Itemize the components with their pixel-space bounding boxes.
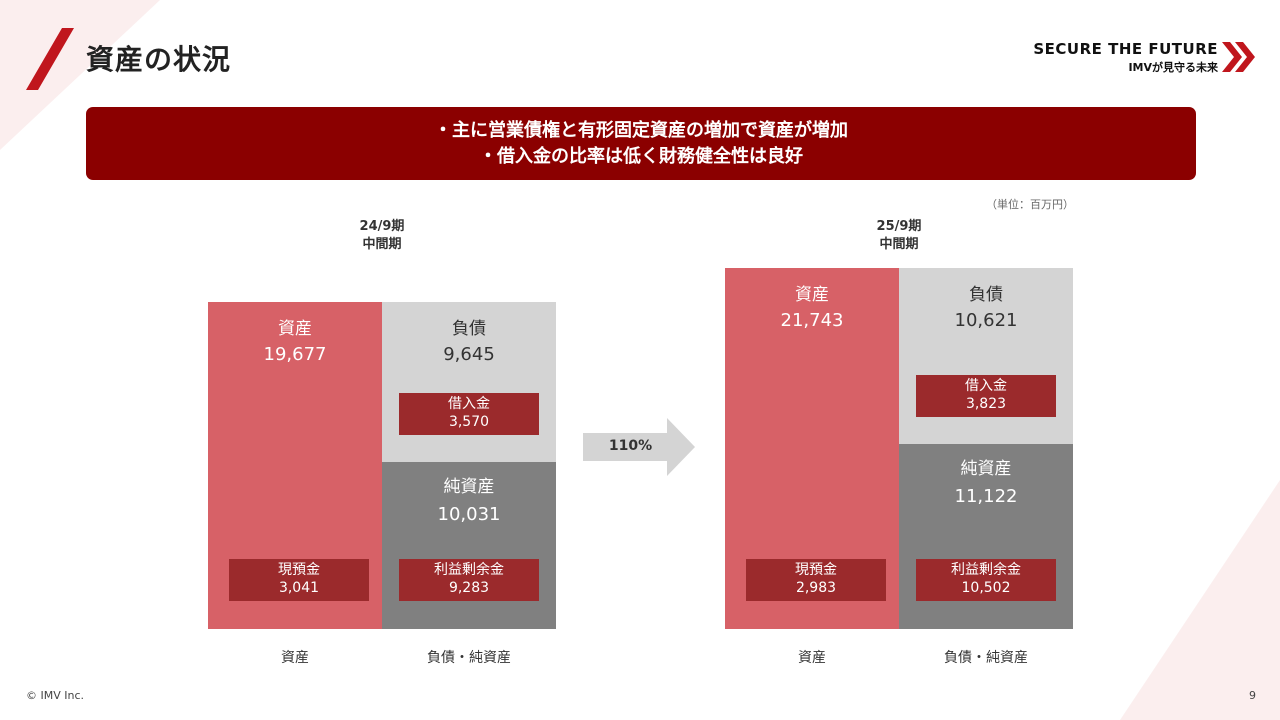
corner-decoration-bottom-right — [1120, 480, 1280, 720]
retained-earnings-box: 利益剰余金 9,283 — [399, 559, 539, 601]
cash-name: 現預金 — [795, 562, 837, 578]
net-assets-name: 純資産 — [960, 459, 1012, 480]
period-label-line-2: 中間期 — [879, 237, 919, 252]
borrowings-value: 3,570 — [448, 414, 490, 431]
period-label-line-1: 25/9期 — [876, 219, 922, 234]
x-axis-label: 負債・純資産 — [427, 650, 511, 666]
title-slash-icon — [26, 28, 74, 90]
net-assets-bar: 純資産 10,031 — [382, 462, 556, 629]
corner-decoration-top-left — [0, 0, 160, 150]
banner-line-1: ・主に営業債権と有形固定資産の増加で資産が増加 — [434, 120, 848, 141]
assets-value: 19,677 — [263, 344, 327, 365]
cash-name: 現預金 — [278, 562, 320, 578]
borrowings-name: 借入金 — [448, 396, 490, 413]
retained-earnings-name: 利益剰余金 — [951, 562, 1021, 578]
retained-earnings-value: 9,283 — [448, 580, 490, 596]
borrowings-name: 借入金 — [965, 378, 1007, 395]
double-chevron-icon — [1222, 42, 1255, 72]
borrowings-box: 借入金 3,823 — [916, 375, 1056, 418]
period-label: 25/9期中間期 — [725, 218, 1073, 254]
copyright: © IMV Inc. — [26, 689, 85, 702]
cash-value: 2,983 — [795, 580, 837, 596]
liabilities-value: 10,621 — [954, 309, 1018, 331]
cash-box: 現預金 2,983 — [746, 559, 886, 601]
liabilities-bar: 負債 9,645 — [382, 302, 556, 463]
brand-slogan: SECURE THE FUTURE — [1033, 40, 1218, 58]
retained-earnings-value: 10,502 — [961, 580, 1011, 596]
liabilities-bar: 負債 10,621 — [899, 267, 1073, 445]
borrowings-value: 3,823 — [965, 396, 1007, 413]
growth-rate-label: 110% — [608, 438, 653, 454]
period-label-line-1: 24/9期 — [359, 219, 405, 234]
assets-value: 21,743 — [780, 309, 844, 331]
summary-banner: ・主に営業債権と有形固定資産の増加で資産が増加 ・借入金の比率は低く財務健全性は… — [86, 107, 1196, 180]
page-number: 9 — [1249, 689, 1256, 702]
liabilities-name: 負債 — [452, 319, 486, 339]
banner-line-2: ・借入金の比率は低く財務健全性は良好 — [479, 146, 803, 167]
period-label: 24/9期中間期 — [208, 218, 556, 254]
growth-arrow-icon — [583, 418, 695, 476]
assets-name: 資産 — [278, 319, 312, 339]
retained-earnings-box: 利益剰余金 10,502 — [916, 559, 1056, 601]
x-axis-label: 資産 — [281, 650, 309, 666]
assets-name: 資産 — [795, 284, 829, 305]
cash-box: 現預金 3,041 — [229, 559, 369, 601]
liabilities-name: 負債 — [969, 284, 1003, 305]
net-assets-name: 純資産 — [443, 477, 495, 498]
page-title: 資産の状況 — [86, 43, 232, 76]
x-axis-label: 負債・純資産 — [944, 650, 1028, 666]
x-axis-label: 資産 — [798, 650, 826, 666]
liabilities-value: 9,645 — [443, 344, 495, 365]
cash-value: 3,041 — [278, 580, 320, 596]
brand-subtitle: IMVが見守る未来 — [1128, 61, 1218, 74]
retained-earnings-name: 利益剰余金 — [434, 562, 504, 578]
unit-label: （単位：百万円） — [986, 198, 1074, 211]
net-assets-value: 11,122 — [954, 486, 1018, 508]
borrowings-box: 借入金 3,570 — [399, 393, 539, 436]
net-assets-value: 10,031 — [437, 504, 501, 526]
period-label-line-2: 中間期 — [362, 237, 402, 252]
net-assets-bar: 純資産 11,122 — [899, 444, 1073, 629]
